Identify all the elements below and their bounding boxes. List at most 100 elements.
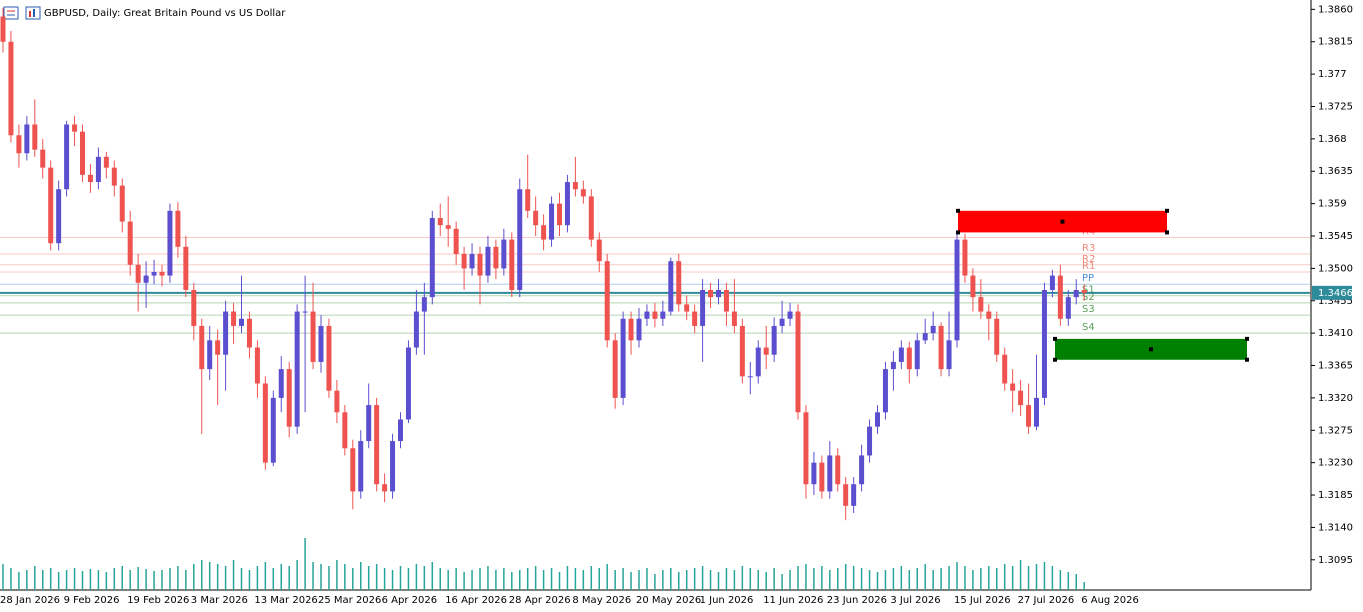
candle-body [87,174,93,183]
candle-body [636,318,642,341]
candle-body [294,311,300,427]
y-tick-label: 1.3095 [1318,555,1353,566]
volume-bar [320,564,322,590]
x-tick-label: 6 Apr 2026 [382,595,437,606]
candle-body [787,311,793,319]
volume-bar [638,570,640,590]
candle-body [676,261,682,305]
volume-bar [336,560,338,590]
volume-bar [495,570,497,590]
zone-handle [1053,357,1057,362]
volume-bar [296,560,298,590]
volume-bar [49,568,52,590]
volume-bar [980,568,982,590]
volume-bar [240,568,243,590]
volume-bar [662,570,664,590]
x-tick-label: 23 Jun 2026 [827,595,887,606]
volume-bar [884,570,887,590]
y-tick-label: 1.3365 [1318,361,1353,372]
x-tick-label: 9 Feb 2026 [64,595,120,606]
volume-bar [105,572,108,590]
y-tick-label: 1.3185 [1318,490,1353,501]
volume-bar [709,570,712,590]
candle-body [1034,397,1039,427]
candle-body [994,318,1000,355]
volume-bar [208,562,211,590]
volume-bar [121,566,123,590]
chart-title: GBPUSD, Daily: Great Britain Pound vs US… [44,8,286,19]
volume-bar [344,564,346,590]
candle-body [72,124,78,132]
candle-body [48,167,54,244]
zone-handle [1060,219,1065,224]
y-tick-label: 1.3410 [1318,328,1353,339]
volume-bar [272,568,275,590]
volume-bar [248,570,251,590]
candle-body [898,347,904,362]
volume-bar [487,566,489,590]
volume-bar [137,567,139,590]
volume-bar [34,566,36,590]
x-tick-label: 28 Jan 2026 [0,595,60,606]
candle-body [223,311,229,355]
candle-body [64,124,70,190]
volume-bar [81,571,84,590]
candle-body [1041,289,1047,398]
volume-bar [622,568,624,590]
volume-bar [10,568,12,590]
volume-bar [360,562,362,590]
candle-body [954,239,960,341]
volume-bar [471,570,473,590]
volume-bar [26,570,28,590]
candle-body [1081,289,1087,293]
volume-bar [439,568,441,590]
candle-body [517,189,523,290]
volume-bar [161,570,163,590]
pivot-label: R2 [1082,254,1095,265]
volume-bar [391,570,394,590]
candle-body [867,426,873,456]
volume-bar [89,569,92,590]
candle-body [596,239,602,262]
icon-list [3,6,19,20]
candle-body [580,189,586,197]
volume-bar [415,564,418,590]
candle-body [1057,275,1063,319]
candle-body [612,340,618,398]
volume-bar [582,570,585,590]
volume-bar [65,570,68,590]
volume-bar [42,570,44,590]
candle-body [119,185,125,222]
candle-body [731,311,737,326]
x-tick-label: 28 Apr 2026 [509,595,571,606]
volume-bar [328,566,330,590]
volume-bar [1051,566,1054,590]
candle-body [692,311,698,326]
candle-body [56,189,62,244]
volume-bar [964,566,966,590]
candle-body [445,225,451,229]
volume-bar [805,564,807,590]
volume-bar [201,560,203,590]
pivot-label: PP [1082,273,1094,284]
volume-bar [185,570,187,590]
candle-body [318,325,324,362]
candle-body [779,318,785,326]
y-tick-label: 1.3815 [1318,37,1353,48]
volume-bar [654,574,656,590]
y-tick-label: 1.3860 [1318,4,1353,15]
candle-body [1010,383,1016,391]
volume-bar [18,572,20,590]
volume-bar [781,574,783,590]
candle-body [103,156,109,168]
candle-body [437,218,443,226]
volume-bar [614,570,616,590]
candle-body [278,369,284,398]
volume-bar [97,570,100,590]
candle-body [135,264,141,283]
candle-body [1073,289,1079,298]
candle-body [835,455,841,485]
y-tick-label: 1.3275 [1318,425,1353,436]
x-tick-label: 3 Jul 2026 [890,595,940,606]
x-tick-label: 13 Mar 2026 [254,595,317,606]
